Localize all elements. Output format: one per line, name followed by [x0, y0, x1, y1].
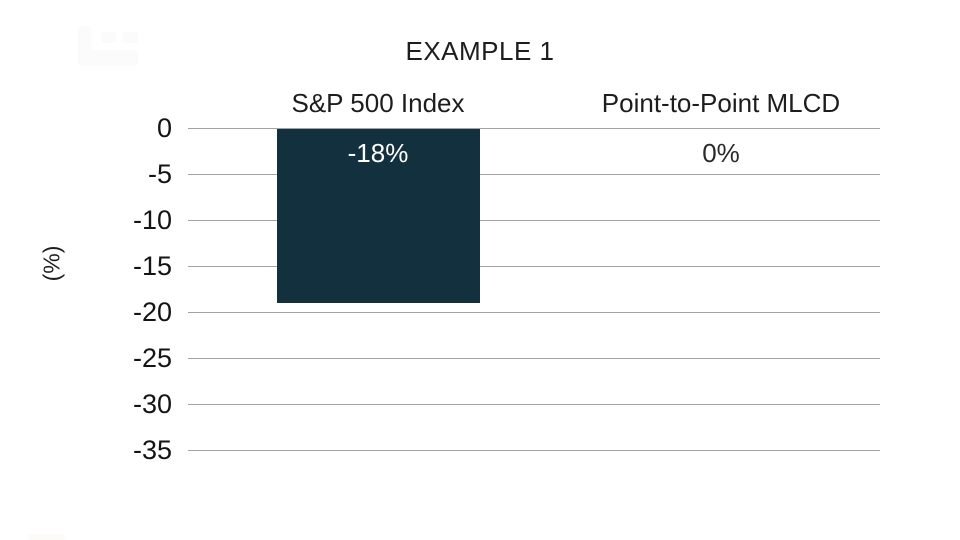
y-tick-label--10: -10: [132, 205, 172, 235]
gridline--15: [188, 266, 880, 267]
category-label-sp500: S&P 500 Index: [291, 88, 465, 118]
watermark-ghost: [88, 50, 138, 66]
gridline--25: [188, 358, 880, 359]
watermark-ghost: [123, 32, 138, 43]
y-tick-label--5: -5: [147, 159, 172, 189]
gridline--20: [188, 312, 880, 313]
watermark-ghost: [78, 26, 91, 66]
watermark-ghost: [28, 534, 66, 540]
category-label-mlcd: Point-to-Point MLCD: [601, 88, 841, 118]
gridline--35: [188, 450, 880, 451]
bar-sp500: [276, 129, 480, 303]
y-tick-label--15: -15: [132, 251, 172, 281]
y-tick-label--20: -20: [132, 297, 172, 327]
y-tick-label--35: -35: [132, 435, 172, 465]
watermark-ghost: [101, 32, 116, 43]
y-tick-label--25: -25: [132, 343, 172, 373]
gridline--30: [188, 404, 880, 405]
gridline--5: [188, 174, 880, 175]
gridline--10: [188, 220, 880, 221]
chart-title: EXAMPLE 1: [405, 36, 555, 66]
bar-value-label-sp500: -18%: [347, 138, 409, 168]
gridline-0: [188, 128, 880, 129]
y-tick-label-0: 0: [156, 113, 172, 143]
bar-value-label-mlcd: 0%: [702, 138, 740, 168]
y-tick-label--30: -30: [132, 389, 172, 419]
